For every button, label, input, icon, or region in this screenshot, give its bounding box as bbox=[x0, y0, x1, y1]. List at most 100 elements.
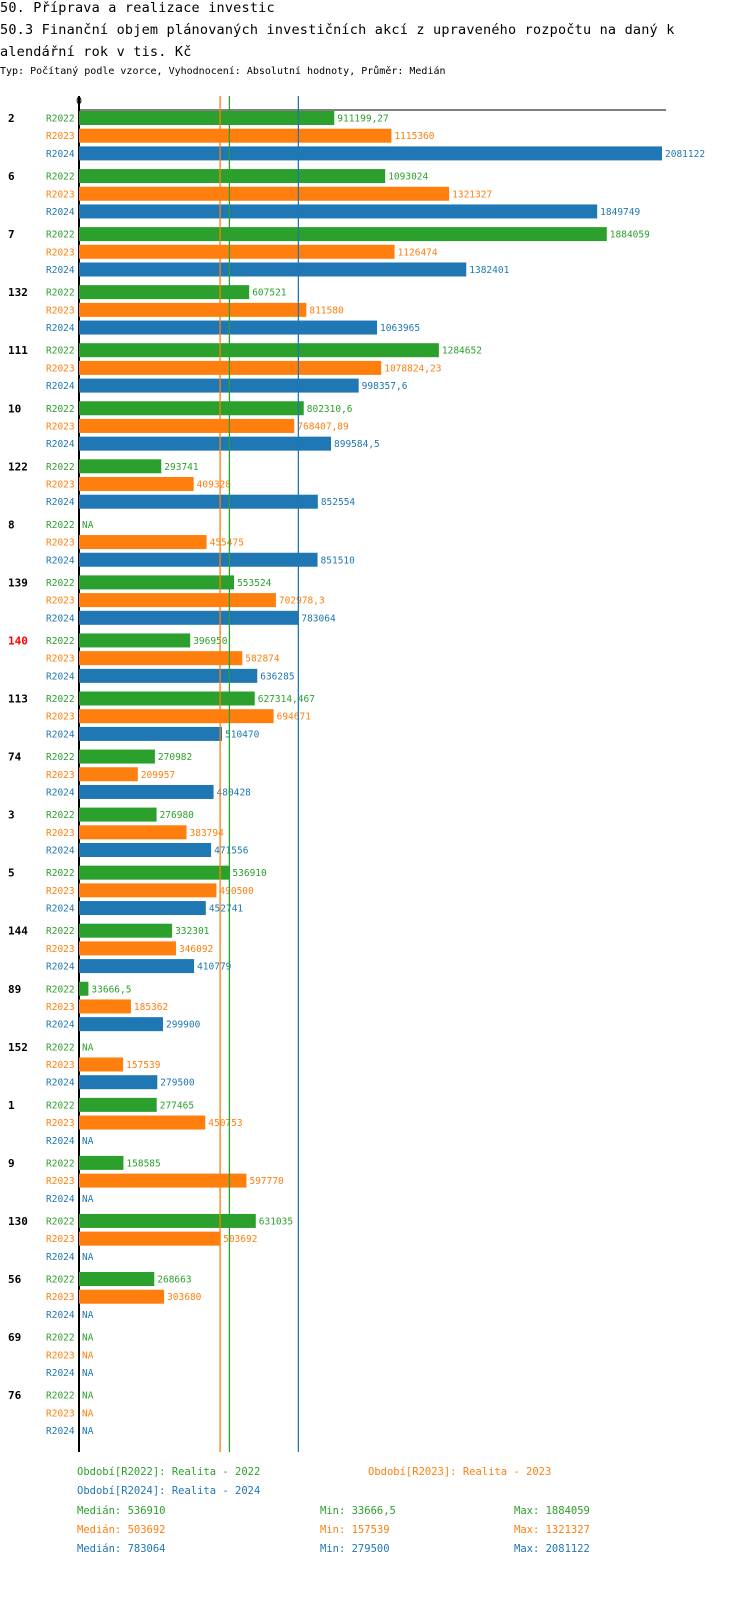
category-label: 2 bbox=[8, 112, 15, 125]
legend-min-2024: Min: 279500 bbox=[320, 1543, 390, 1555]
category-label: 140 bbox=[8, 634, 28, 647]
bar-r2022 bbox=[79, 807, 157, 822]
data-label: 702978,3 bbox=[279, 596, 325, 607]
series-label: R2023 bbox=[46, 1118, 75, 1129]
series-label: R2022 bbox=[46, 1391, 75, 1402]
data-label: 597770 bbox=[249, 1176, 284, 1187]
bar-r2024 bbox=[79, 610, 299, 625]
category-label: 152 bbox=[8, 1041, 28, 1054]
series-label: R2022 bbox=[46, 404, 75, 415]
data-label: 471556 bbox=[214, 846, 249, 857]
data-label: 332301 bbox=[175, 926, 210, 937]
data-label: 536910 bbox=[232, 868, 267, 879]
bar-r2024 bbox=[79, 784, 214, 799]
bar-r2024 bbox=[79, 436, 332, 451]
series-label: R2023 bbox=[46, 189, 75, 200]
series-label: R2022 bbox=[46, 694, 75, 705]
data-label: NA bbox=[82, 1408, 94, 1419]
data-label: NA bbox=[82, 1368, 94, 1379]
bar-r2022 bbox=[79, 1097, 157, 1112]
data-label: 899584,5 bbox=[334, 439, 380, 450]
series-label: R2023 bbox=[46, 305, 75, 316]
category-label: 8 bbox=[8, 518, 15, 531]
bar-r2024 bbox=[79, 843, 212, 857]
bar-r2024 bbox=[79, 959, 195, 974]
series-label: R2023 bbox=[46, 596, 75, 607]
bar-r2022 bbox=[79, 981, 89, 996]
data-label: NA bbox=[82, 1350, 94, 1361]
data-label: 450753 bbox=[208, 1118, 242, 1129]
series-label: R2023 bbox=[46, 1002, 75, 1013]
series-label: R2024 bbox=[46, 962, 75, 973]
bar-r2023 bbox=[79, 1231, 221, 1246]
series-label: R2022 bbox=[46, 1275, 75, 1286]
bar-r2023 bbox=[79, 1057, 124, 1072]
series-label: R2022 bbox=[46, 752, 75, 763]
series-label: R2024 bbox=[46, 729, 75, 740]
bar-r2024 bbox=[79, 378, 359, 393]
series-label: R2024 bbox=[46, 207, 75, 218]
series-label: R2023 bbox=[46, 1234, 75, 1245]
series-label: R2023 bbox=[46, 1350, 75, 1361]
series-label: R2023 bbox=[46, 654, 75, 665]
series-label: R2023 bbox=[46, 538, 75, 549]
data-label: NA bbox=[82, 520, 94, 531]
category-label: 6 bbox=[8, 170, 15, 183]
category-label: 76 bbox=[8, 1389, 22, 1402]
data-label: 851510 bbox=[321, 555, 356, 566]
series-label: R2024 bbox=[46, 323, 75, 334]
bar-r2023 bbox=[79, 302, 307, 317]
data-label: NA bbox=[82, 1391, 94, 1402]
data-label: 768407,89 bbox=[297, 421, 349, 432]
data-label: 503692 bbox=[223, 1234, 257, 1245]
series-label: R2024 bbox=[46, 1426, 75, 1437]
bar-r2022 bbox=[79, 169, 386, 184]
bar-r2022 bbox=[79, 575, 235, 590]
bar-r2023 bbox=[79, 186, 450, 201]
series-label: R2022 bbox=[46, 230, 75, 241]
chart-subtitle: Typ: Počítaný podle vzorce, Vyhodnocení:… bbox=[0, 66, 446, 77]
legend-median-2024: Medián: 783064 bbox=[77, 1543, 166, 1555]
legend-min-2023: Min: 157539 bbox=[320, 1524, 390, 1536]
legend-median-2023: Medián: 503692 bbox=[77, 1524, 166, 1536]
legend-max-2024: Max: 2081122 bbox=[514, 1543, 590, 1555]
data-label: 33666,5 bbox=[91, 984, 131, 995]
series-label: R2024 bbox=[46, 1020, 75, 1031]
data-label: 783064 bbox=[301, 613, 336, 624]
data-label: 582874 bbox=[245, 654, 280, 665]
data-label: 157539 bbox=[126, 1060, 161, 1071]
data-label: 811580 bbox=[309, 305, 344, 316]
data-label: NA bbox=[82, 1194, 94, 1205]
category-label: 10 bbox=[8, 402, 21, 415]
bar-r2023 bbox=[79, 1289, 165, 1304]
series-label: R2024 bbox=[46, 555, 75, 566]
data-label: 480428 bbox=[217, 787, 252, 798]
series-label: R2024 bbox=[46, 613, 75, 624]
series-label: R2023 bbox=[46, 828, 75, 839]
data-label: NA bbox=[82, 1136, 94, 1147]
series-label: R2024 bbox=[46, 1368, 75, 1379]
data-label: 607521 bbox=[252, 288, 287, 299]
data-label: 1115360 bbox=[394, 131, 434, 142]
bar-r2022 bbox=[79, 111, 335, 125]
series-label: R2022 bbox=[46, 520, 75, 531]
bar-chart: 02R2022911199,27R20231115360R20242081122… bbox=[8, 96, 705, 1452]
chart-title-line2: 50.3 Finanční objem plánovaných investič… bbox=[0, 22, 675, 38]
data-label: NA bbox=[82, 1252, 94, 1263]
category-label: 89 bbox=[8, 983, 21, 996]
series-label: R2022 bbox=[46, 926, 75, 937]
data-label: 455475 bbox=[210, 538, 244, 549]
data-label: NA bbox=[82, 1310, 94, 1321]
data-label: 852554 bbox=[321, 497, 356, 508]
data-label: 185362 bbox=[134, 1002, 168, 1013]
bar-r2023 bbox=[79, 1115, 206, 1130]
series-label: R2022 bbox=[46, 636, 75, 647]
data-label: 1884059 bbox=[610, 230, 650, 241]
data-label: 293741 bbox=[164, 462, 199, 473]
legend-period-2023: Období[R2023]: Realita - 2023 bbox=[368, 1466, 552, 1478]
bar-r2022 bbox=[79, 749, 155, 764]
series-label: R2024 bbox=[46, 149, 75, 160]
bar-r2024 bbox=[79, 1017, 164, 1032]
series-label: R2022 bbox=[46, 1100, 75, 1111]
series-label: R2022 bbox=[46, 1042, 75, 1053]
